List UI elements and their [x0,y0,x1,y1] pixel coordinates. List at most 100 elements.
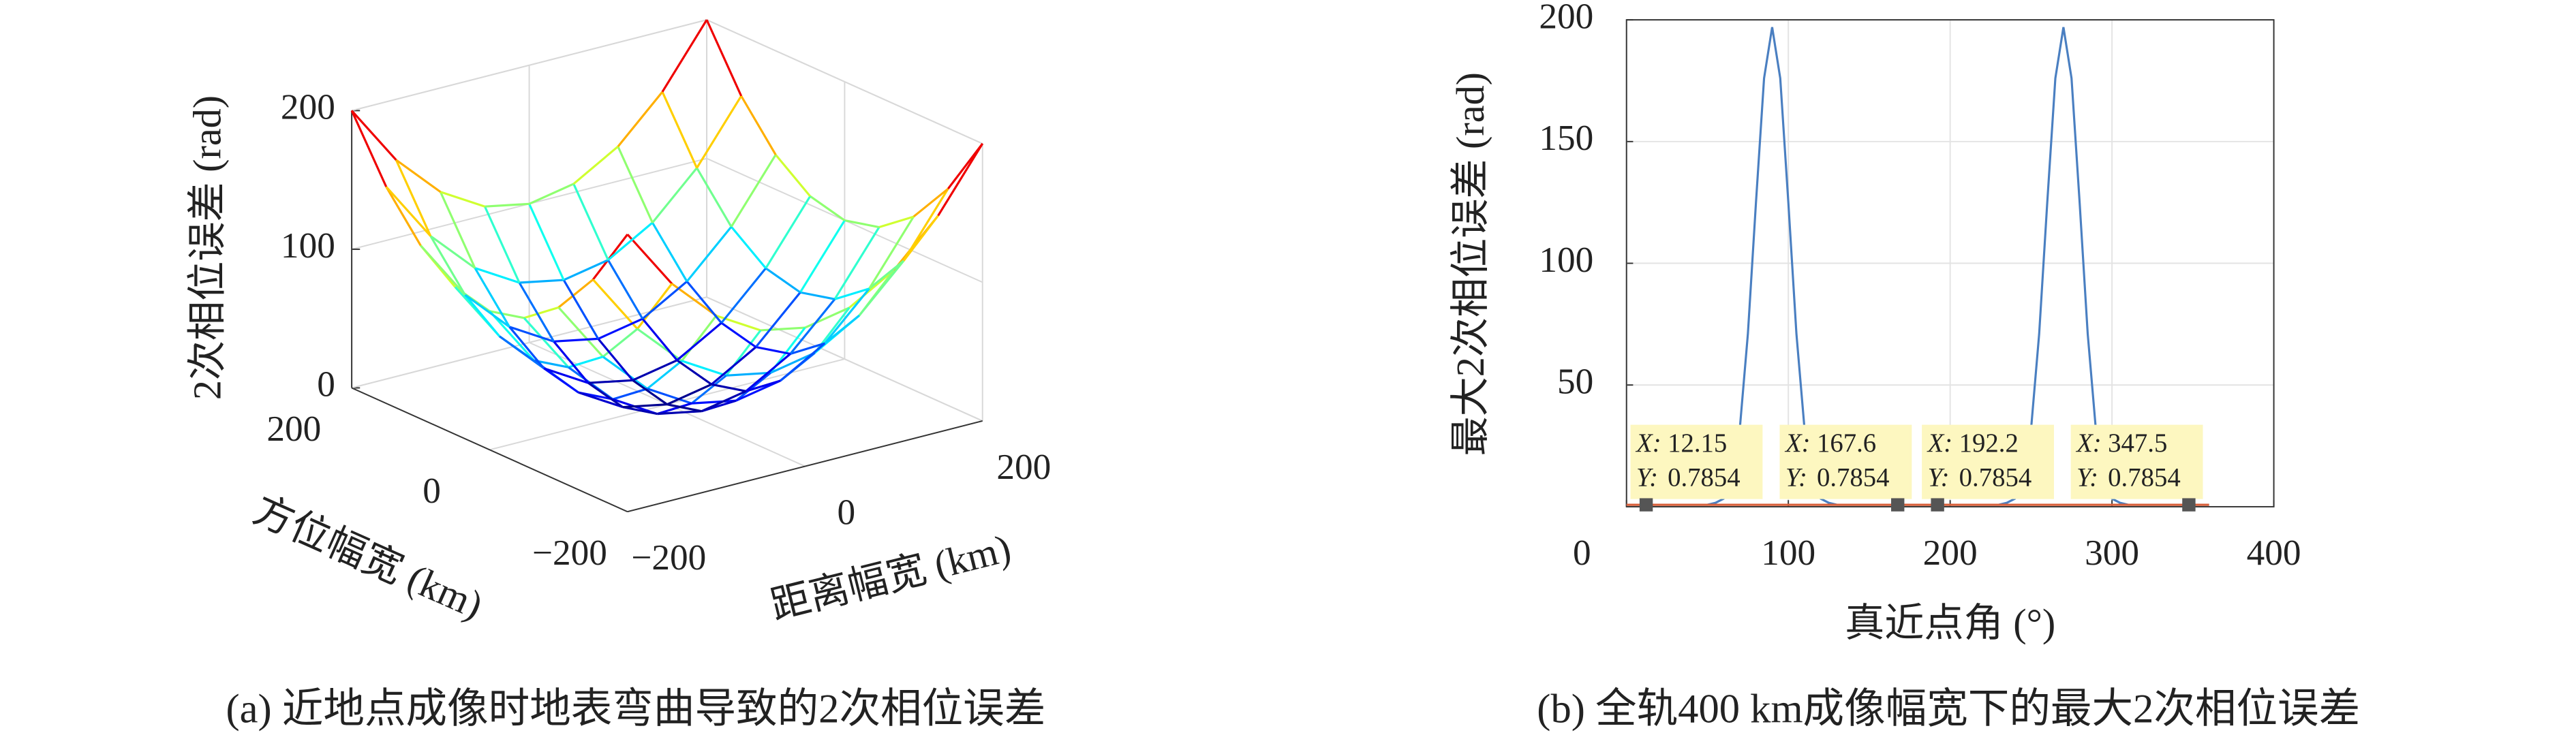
mesh-segment [528,183,574,205]
mesh-segment [790,342,825,356]
datatip-x-value: 192.2 [1959,428,2019,458]
mesh-segment [485,202,530,208]
mesh-segment [588,379,633,384]
mesh-segment [612,388,648,401]
datatip-box [2070,424,2203,499]
datatip-y-label: Y: [1636,463,1658,492]
mesh-segment [534,359,569,368]
axes-frame [1625,19,2275,507]
mesh-segment [666,403,702,413]
mesh-segment [499,335,545,369]
mesh-segment [637,328,683,362]
mesh-segment [489,310,525,319]
mesh-segment [395,159,432,237]
x-tick-label: 400 [2247,533,2301,573]
mesh-segment [651,167,698,223]
mesh-segment [676,322,722,362]
mesh-segment [607,259,644,319]
y-tick-label: 100 [1539,240,1593,280]
mesh-segment [562,279,600,340]
mesh-segment [484,206,521,283]
mesh-segment [799,291,835,300]
mesh-segment [607,221,654,261]
mesh-segment [429,235,466,296]
mesh-segment [789,298,836,355]
y-tick-label: 200 [266,409,321,449]
mesh-segment [592,279,639,330]
mesh-segment [523,306,559,319]
x-tick-label: 0 [837,492,855,532]
mesh-segment [632,359,678,381]
mesh-segment [913,187,949,218]
mesh-segment [701,390,747,413]
datatip-y-value: 0.7854 [1668,463,1741,492]
z-tick-label: 100 [281,225,335,266]
datatip-x-label: X: [1635,428,1661,458]
x-axis-label: 距离幅宽 (km) [766,526,1015,628]
mesh-segment [622,403,668,409]
x-tick-label: 100 [1761,533,1815,573]
mesh-segment [557,307,604,358]
mesh-segment [676,359,712,386]
datatip-x-value: 347.5 [2108,428,2167,458]
mesh-segment [833,226,880,300]
y-axis-label: 方位幅宽 (km) [247,487,489,627]
mesh-segment [597,338,634,381]
mesh-segment [429,235,476,269]
mesh-segment [735,372,771,402]
mesh-segment [587,381,624,408]
mesh-segment [350,110,388,187]
mesh-segment [385,186,431,237]
x-tick-label: 200 [996,447,1051,487]
mesh-segment [937,143,984,217]
mesh-segment [720,267,767,324]
mesh-segment [657,410,702,415]
mesh-segment [868,216,915,289]
x-axis [627,420,983,513]
mesh-segment [440,191,485,208]
mesh-segment [395,159,442,193]
y-tick-label: 0 [423,471,441,511]
mesh-segment [617,91,664,148]
mesh-segment [754,292,801,348]
mesh-segment [528,203,565,281]
mesh-segment [420,245,466,296]
mesh-segment [726,371,771,377]
datatip-x-label: X: [1784,428,1811,458]
mesh-segment [799,219,846,294]
grid-line [351,296,707,389]
mesh-segment [385,186,422,247]
mesh-segment [464,294,501,337]
mesh-segment [519,279,564,284]
mesh-segment [711,383,746,392]
z-tick-label: 200 [281,87,335,127]
datatip-x-value: 12.15 [1668,428,1727,458]
x-tick-label: −200 [631,537,706,578]
mesh-segment [578,391,624,409]
mesh-segment [632,379,668,405]
mesh-segment [464,294,510,328]
box-edge [706,19,983,144]
mesh-segment [518,282,555,343]
mesh-segment [775,154,812,198]
y-tick-label: 50 [1557,361,1593,401]
datatip-marker [2182,498,2196,512]
mesh-segment [572,145,619,185]
mesh-segment [765,267,801,294]
datatip-box [1779,424,1912,499]
mesh-segment [598,317,643,340]
mesh-segment [686,225,733,283]
mesh-segment [602,328,639,358]
mesh-segment [834,287,870,300]
mesh-segment [780,342,826,382]
mesh-segment [661,91,698,169]
mesh-segment [696,95,742,169]
mesh-segment [868,260,905,290]
mesh-segment [557,279,594,309]
mesh-segment [824,287,870,345]
mesh-segment [646,360,683,390]
box-edge [351,19,707,112]
mesh-segment [844,219,880,229]
